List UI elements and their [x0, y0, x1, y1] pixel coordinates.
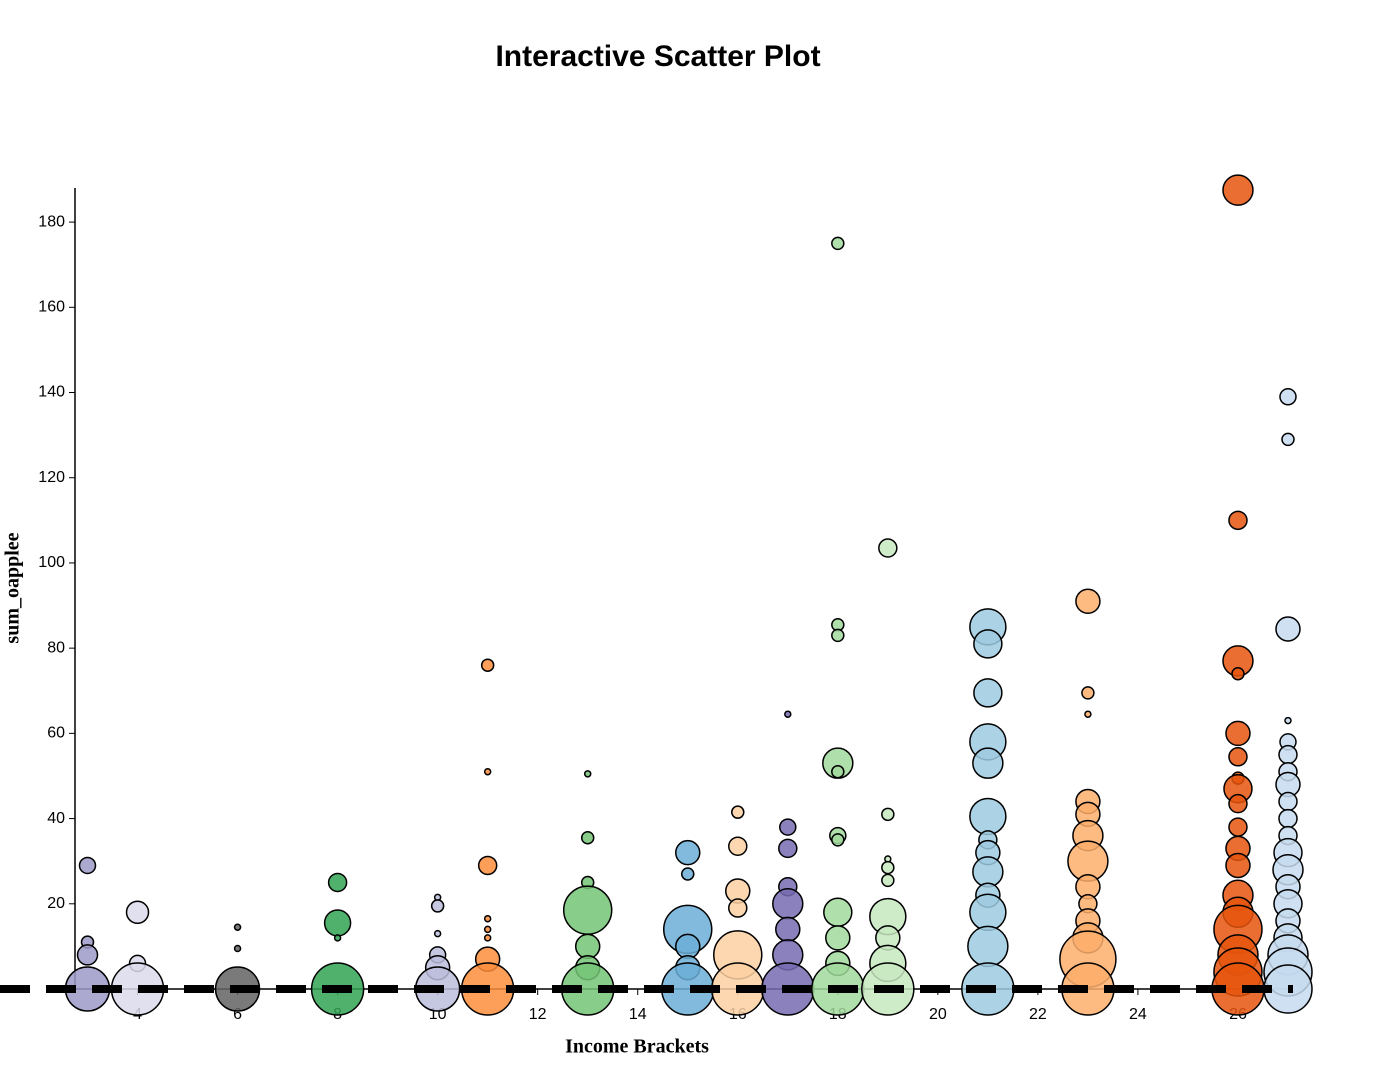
bubble: [430, 899, 445, 913]
bubble: [973, 629, 1003, 659]
bubble: [483, 914, 492, 923]
bubble: [480, 658, 495, 672]
bubble: [574, 933, 601, 960]
bubble: [433, 929, 442, 938]
bubble: [562, 885, 613, 935]
y-tick-label: 80: [47, 639, 65, 656]
bubble: [972, 747, 1004, 779]
bubble: [674, 839, 701, 866]
bubble: [1075, 588, 1101, 615]
bubble: [775, 916, 801, 943]
x-tick-label: 24: [1129, 1006, 1147, 1023]
bubble: [1284, 716, 1292, 725]
bubble: [1281, 432, 1295, 447]
bubble: [967, 925, 1009, 968]
bubble: [1278, 744, 1298, 765]
bubble: [779, 818, 797, 836]
bubble: [881, 860, 895, 875]
bubble: [972, 856, 1004, 888]
bubble: [831, 833, 845, 847]
bubble: [969, 893, 1007, 932]
bubble: [1225, 852, 1251, 879]
y-tick-label: 100: [38, 554, 65, 571]
bubble: [1278, 791, 1298, 812]
bubble: [831, 764, 845, 779]
bubble: [76, 944, 99, 966]
bubble: [233, 944, 242, 953]
bubble: [327, 872, 348, 893]
bubble: [477, 855, 498, 876]
bubble: [1084, 710, 1092, 718]
chart-title: Interactive Scatter Plot: [495, 40, 820, 73]
bubble: [1081, 686, 1095, 700]
y-tick-label: 140: [38, 384, 65, 401]
bubble: [778, 838, 798, 859]
bubble: [483, 767, 492, 776]
x-tick-label: 6: [233, 1006, 242, 1023]
bubble: [831, 236, 845, 251]
bubble: [1275, 616, 1301, 642]
bubble: [969, 797, 1007, 836]
bubble: [772, 888, 804, 920]
bubble: [878, 538, 898, 558]
bubble: [1228, 747, 1248, 767]
bubble: [1228, 817, 1248, 837]
bubble: [483, 925, 492, 934]
bubble: [680, 867, 695, 881]
bubble: [233, 923, 242, 931]
bubble: [78, 856, 97, 875]
bubble: [1225, 720, 1251, 747]
bubble: [1278, 808, 1298, 829]
bubble: [881, 873, 895, 888]
bubble: [823, 897, 853, 928]
bubble: [583, 770, 592, 778]
bubble: [1279, 388, 1297, 406]
bubble: [1228, 793, 1248, 814]
bubble: [784, 710, 792, 718]
y-axis-label: sum_oapplee: [2, 532, 24, 643]
bubble: [125, 900, 150, 925]
bubble: [483, 934, 492, 942]
bubble: [728, 898, 748, 918]
bubble: [580, 830, 595, 845]
bubble: [881, 807, 895, 822]
y-tick-label: 120: [38, 469, 65, 486]
x-tick-label: 22: [1029, 1006, 1047, 1023]
y-tick-label: 160: [38, 299, 65, 316]
bubble: [323, 909, 352, 937]
bubble: [973, 678, 1003, 708]
bubble: [1231, 666, 1245, 681]
x-tick-label: 20: [929, 1006, 947, 1023]
y-tick-label: 60: [47, 725, 65, 742]
bubble: [825, 925, 851, 951]
x-tick-label: 14: [629, 1006, 647, 1023]
bubble: [1228, 510, 1248, 531]
bubble: [831, 628, 845, 643]
y-tick-label: 20: [47, 895, 65, 912]
bubble: [731, 805, 745, 819]
bubble: [1222, 174, 1254, 206]
y-tick-label: 180: [38, 213, 65, 230]
y-tick-label: 40: [47, 810, 65, 827]
bubble: [674, 933, 701, 960]
x-tick-label: 12: [529, 1006, 547, 1023]
bubble: [728, 836, 748, 857]
x-axis-label: Income Brackets: [565, 1036, 709, 1058]
bubble: [333, 934, 342, 942]
